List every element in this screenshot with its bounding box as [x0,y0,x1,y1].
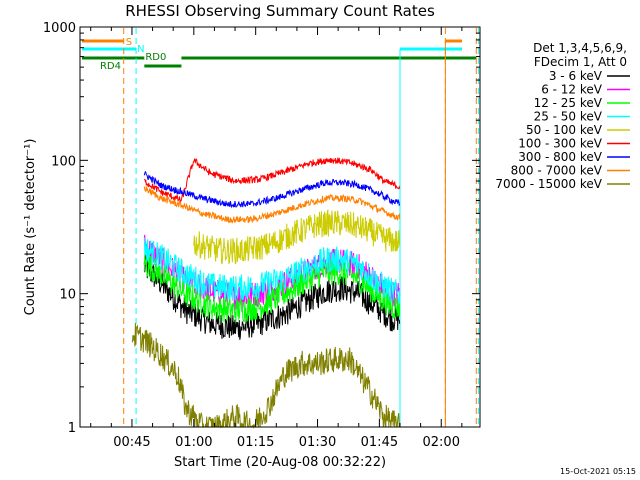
y-tick-label: 10 [59,288,76,303]
x-tick-label: 00:45 [113,435,150,450]
legend-label: 300 - 800 keV [518,150,602,164]
series-line-6 [143,170,401,209]
legend-header-1: Det 1,3,4,5,6,9, [533,41,627,55]
legend-label: 3 - 6 keV [549,69,603,83]
status-label-rd0: RD0 [145,52,166,63]
x-tick-label: 01:00 [175,435,212,450]
series-line-5 [144,157,401,204]
x-tick-label: 01:30 [299,435,336,450]
x-tick-label: 01:45 [361,435,398,450]
x-tick-label: 01:15 [237,435,274,450]
series-line-4 [193,208,401,265]
y-tick-label: 1000 [43,21,76,36]
y-tick-label: 1 [68,421,76,436]
legend-label: 25 - 50 keV [534,110,603,124]
status-label-rd4: RD4 [100,61,121,72]
series-lines [131,157,401,429]
y-axis: 1 10 100 1000 [43,21,480,436]
series-line-3 [143,237,401,304]
x-tick-label: 02:00 [423,435,460,450]
y-axis-label: Count Rate (s⁻¹ detector⁻¹) [23,139,38,316]
legend-header-2: FDecim 1, Att 0 [534,55,627,69]
legend-label: 100 - 300 keV [518,137,602,151]
y-tick-label: 100 [51,154,76,169]
x-axis: 00:45 01:00 01:15 01:30 01:45 02:00 [90,27,463,450]
chart-title: RHESSI Observing Summary Count Rates [125,2,435,20]
legend-label: 7000 - 15000 keV [495,177,602,191]
status-label-n: N [137,44,144,55]
series-line-7 [143,186,401,224]
legend-label: 12 - 25 keV [534,96,603,110]
plot-frame [79,26,481,428]
legend-label: 6 - 12 keV [541,83,603,97]
legend-label: 800 - 7000 keV [511,164,603,178]
status-label-s: S [126,37,132,48]
footer-timestamp: 15-Oct-2021 05:15 [560,467,636,476]
legend-label: 50 - 100 keV [526,123,603,137]
series-line-8 [131,322,401,429]
x-axis-label: Start Time (20-Aug-08 00:32:22) [174,455,386,470]
